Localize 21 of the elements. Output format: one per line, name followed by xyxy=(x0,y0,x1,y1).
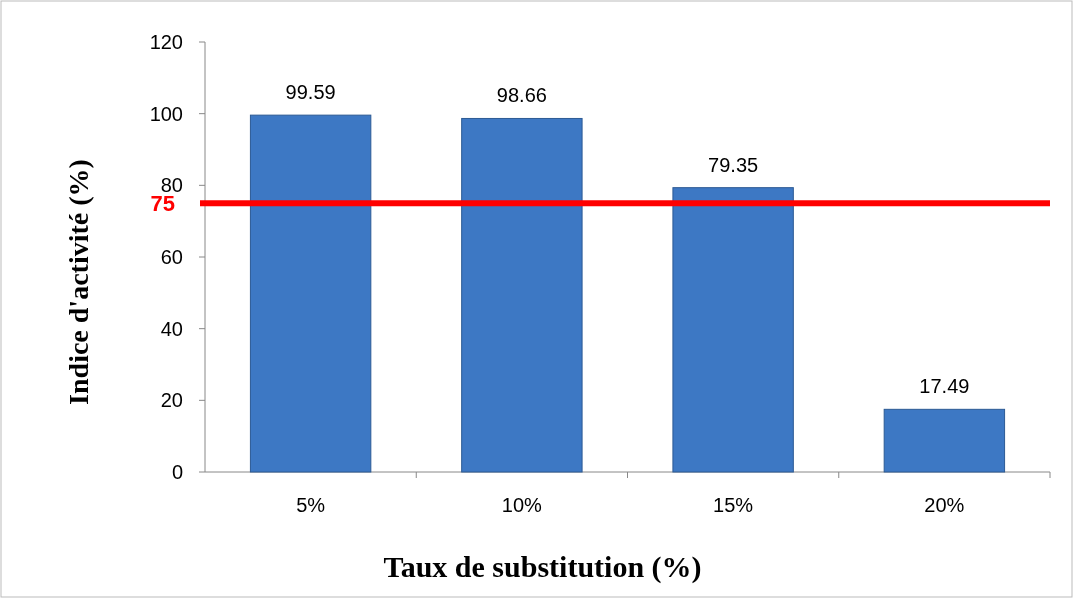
y-tick-label: 0 xyxy=(171,461,183,483)
bar xyxy=(461,117,583,473)
x-tick-label: 5% xyxy=(296,494,326,516)
x-tick-label: 20% xyxy=(924,494,965,516)
x-tick-label: 15% xyxy=(713,494,754,516)
y-tick-label: 60 xyxy=(160,246,183,268)
y-tick-label: 20 xyxy=(160,389,183,412)
data-label: 79.35 xyxy=(708,153,759,176)
x-axis-title: Taux de substitution (%) xyxy=(383,550,702,584)
bar xyxy=(672,187,794,473)
bar xyxy=(883,408,1006,473)
data-label: 99.59 xyxy=(285,81,336,104)
data-label: 17.49 xyxy=(919,375,970,398)
bar xyxy=(249,114,372,473)
y-tick-label: 80 xyxy=(160,174,183,197)
x-tick-label: 10% xyxy=(501,494,543,516)
y-axis-title: Indice d'activité (%) xyxy=(63,159,94,405)
y-tick-label: 120 xyxy=(149,31,183,53)
y-tick-label: 40 xyxy=(160,317,183,340)
data-label: 98.66 xyxy=(496,84,547,107)
y-tick-label: 100 xyxy=(149,102,183,125)
